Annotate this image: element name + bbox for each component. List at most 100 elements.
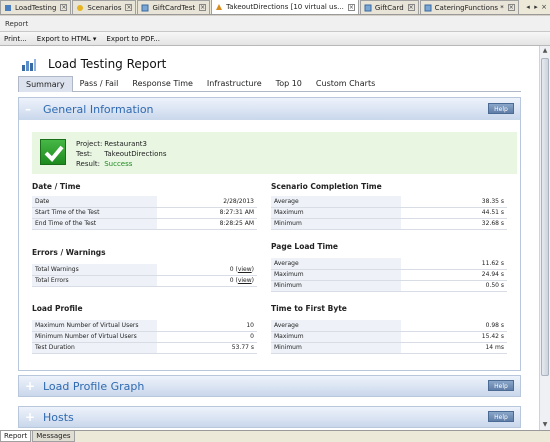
help-button[interactable]: Help xyxy=(488,380,514,391)
bottom-tab-strip: Report Messages xyxy=(0,430,550,442)
scroll-down-icon[interactable]: ▼ xyxy=(542,421,548,428)
load-profile-table: Maximum Number of Virtual Users 10 Minimu… xyxy=(32,320,257,354)
tab-pass-fail[interactable]: Pass / Fail xyxy=(79,79,119,88)
expand-icon[interactable]: + xyxy=(25,379,36,393)
close-icon[interactable]: × xyxy=(541,3,547,11)
print-button[interactable]: Print... xyxy=(4,34,27,43)
test-value: TakeoutDirections xyxy=(104,150,167,158)
close-icon[interactable]: × xyxy=(199,4,207,11)
row-key: Test Duration xyxy=(32,342,157,354)
scenario-heading: Scenario Completion Time xyxy=(271,182,382,191)
table-row: Total Warnings 0 (view) xyxy=(32,264,257,276)
table-row: Start Time of the Test 8:27:31 AM xyxy=(32,207,257,219)
tab-takeoutdirections[interactable]: TakeoutDirections [10 virtual us... × xyxy=(211,0,359,14)
tab-top-10[interactable]: Top 10 xyxy=(275,79,302,88)
export-pdf-button[interactable]: Export to PDF... xyxy=(106,34,160,43)
row-key: Date xyxy=(32,196,157,208)
table-row: Average 11.62 s xyxy=(271,258,507,270)
scroll-up-icon[interactable]: ▲ xyxy=(542,47,548,54)
table-row: Minimum 0.50 s xyxy=(271,280,507,292)
section-header[interactable]: – General Information Help xyxy=(19,98,520,120)
close-icon[interactable]: × xyxy=(407,4,415,11)
tab-giftcard[interactable]: GiftCard × xyxy=(359,0,419,14)
tab-label: TakeoutDirections [10 virtual us... xyxy=(226,3,344,11)
hosts-section: + Hosts Help xyxy=(18,406,521,428)
row-value: 0 xyxy=(229,277,234,284)
section-header[interactable]: + Hosts Help xyxy=(19,407,520,427)
row-value: 44.51 s xyxy=(401,207,507,219)
row-value: 15.42 s xyxy=(401,331,507,343)
row-key: Total Errors xyxy=(32,275,157,287)
errors-heading: Errors / Warnings xyxy=(32,248,106,257)
tab-label: CateringFunctions * xyxy=(434,3,504,12)
vertical-scrollbar[interactable]: ▲ ▼ xyxy=(539,46,550,430)
general-information-section: – General Information Help Project: Rest… xyxy=(18,97,521,371)
help-button[interactable]: Help xyxy=(488,103,514,114)
tab-giftcardtest[interactable]: GiftCardTest × xyxy=(137,0,211,14)
report-title: Load Testing Report xyxy=(48,57,167,71)
table-row: End Time of the Test 8:28:25 AM xyxy=(32,218,257,230)
tab-custom-charts[interactable]: Custom Charts xyxy=(315,79,376,88)
tab-cateringfunctions[interactable]: CateringFunctions * × xyxy=(419,0,519,14)
row-key: Maximum xyxy=(271,207,401,219)
row-value: 32.68 s xyxy=(401,218,507,230)
table-row: Average 0.98 s xyxy=(271,320,507,332)
report-toolbar: Print... Export to HTML ▾ Export to PDF.… xyxy=(0,32,550,46)
row-value: 0.98 s xyxy=(401,320,507,332)
expand-icon[interactable]: + xyxy=(25,410,36,424)
table-row: Maximum Number of Virtual Users 10 xyxy=(32,320,257,332)
report-chart-icon xyxy=(22,57,36,71)
row-value: 53.77 s xyxy=(157,342,257,354)
view-errors-link[interactable]: view xyxy=(237,277,252,284)
project-label: Project: xyxy=(76,140,103,148)
row-key: Start Time of the Test xyxy=(32,207,157,219)
test-icon xyxy=(141,4,149,12)
table-row: Date 2/28/2013 xyxy=(32,196,257,208)
document-tab-strip: LoadTesting × Scenarios × GiftCardTest ×… xyxy=(0,0,550,15)
document-label: Report xyxy=(0,16,550,32)
chevron-down-icon: ▾ xyxy=(92,34,97,43)
page-load-heading: Page Load Time xyxy=(271,242,338,251)
row-key: Total Warnings xyxy=(32,264,157,276)
row-key: Average xyxy=(271,320,401,332)
chevron-left-icon[interactable]: ◂ xyxy=(526,3,530,11)
help-button[interactable]: Help xyxy=(488,411,514,422)
export-html-button[interactable]: Export to HTML ▾ xyxy=(37,35,97,43)
project-value: Restaurant3 xyxy=(104,140,148,148)
result-label: Result: xyxy=(76,160,100,168)
test-label: Test: xyxy=(76,150,93,158)
first-byte-heading: Time to First Byte xyxy=(271,304,347,313)
section-header[interactable]: + Load Profile Graph Help xyxy=(19,376,520,396)
scenarios-icon xyxy=(76,4,84,12)
row-value: 0.50 s xyxy=(401,280,507,292)
tab-summary[interactable]: Summary xyxy=(18,76,73,92)
chevron-right-icon[interactable]: ▸ xyxy=(534,3,538,11)
close-icon[interactable]: × xyxy=(60,4,68,11)
row-key: End Time of the Test xyxy=(32,218,157,230)
row-key: Minimum xyxy=(271,218,401,230)
tab-report[interactable]: Report xyxy=(0,431,32,442)
close-icon[interactable]: × xyxy=(347,3,355,11)
section-title: Hosts xyxy=(43,410,74,424)
collapse-icon[interactable]: – xyxy=(25,102,31,116)
close-icon[interactable]: × xyxy=(507,4,515,11)
view-warnings-link[interactable]: view xyxy=(237,265,252,273)
tab-label: LoadTesting xyxy=(15,3,57,12)
tab-response-time[interactable]: Response Time xyxy=(132,79,193,88)
errors-table: Total Warnings 0 (view) Total Errors 0 (vi… xyxy=(32,264,257,287)
close-icon[interactable]: × xyxy=(125,4,133,11)
tab-messages[interactable]: Messages xyxy=(32,431,75,442)
table-row: Maximum 15.42 s xyxy=(271,331,507,343)
tab-loadtesting[interactable]: LoadTesting × xyxy=(0,0,72,14)
tab-scenarios[interactable]: Scenarios × xyxy=(72,0,137,14)
table-row: Maximum 24.94 s xyxy=(271,269,507,281)
row-value: 24.94 s xyxy=(401,269,507,281)
row-value: 38.35 s xyxy=(401,196,507,208)
success-check-icon xyxy=(40,139,66,165)
tab-label: GiftCard xyxy=(374,3,404,12)
tab-infrastructure[interactable]: Infrastructure xyxy=(206,79,262,88)
row-value: 0 xyxy=(157,331,257,343)
table-row: Minimum Number of Virtual Users 0 xyxy=(32,331,257,343)
scrollbar-thumb[interactable] xyxy=(541,58,549,376)
table-row: Test Duration 53.77 s xyxy=(32,342,257,354)
